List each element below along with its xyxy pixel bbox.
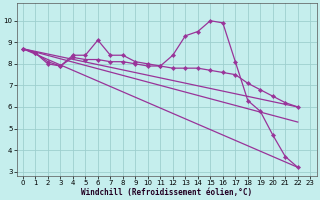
X-axis label: Windchill (Refroidissement éolien,°C): Windchill (Refroidissement éolien,°C)	[81, 188, 252, 197]
